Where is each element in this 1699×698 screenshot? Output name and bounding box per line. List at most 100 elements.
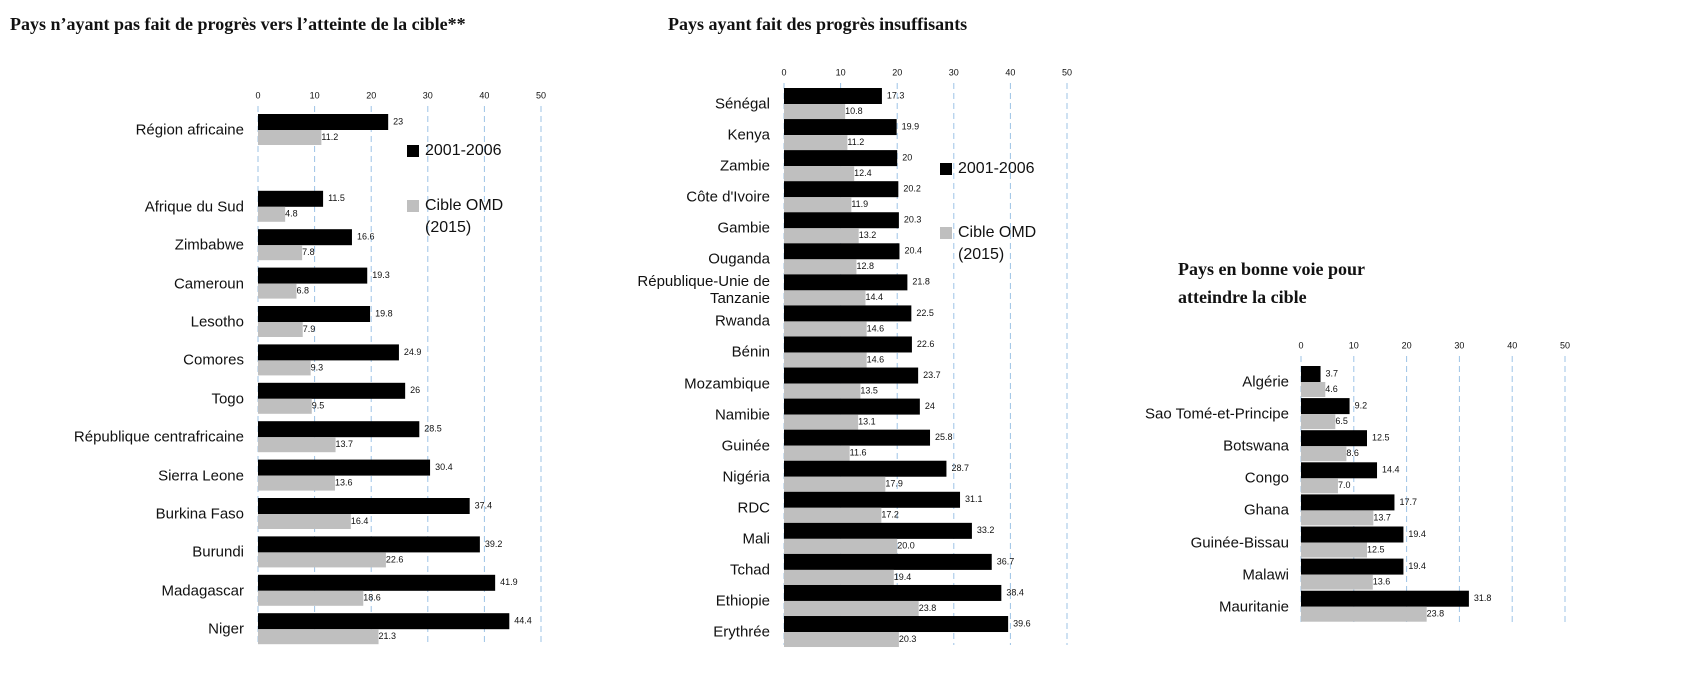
bar — [784, 569, 894, 585]
value-label: 6.5 — [1335, 416, 1348, 426]
value-label: 30.4 — [435, 462, 453, 472]
category-label: Burkina Faso — [155, 505, 244, 523]
x-tick-label: 30 — [423, 90, 433, 100]
bar — [784, 600, 919, 616]
value-label: 21.3 — [379, 631, 397, 641]
bar — [784, 290, 866, 306]
bar — [258, 613, 510, 630]
x-tick-label: 50 — [536, 90, 546, 100]
bar — [258, 114, 389, 130]
bar — [784, 553, 992, 570]
bar — [784, 104, 846, 119]
bar — [784, 274, 908, 291]
value-label: 26 — [410, 385, 420, 395]
category-label: Malawi — [1242, 566, 1289, 584]
value-label: 14.4 — [866, 292, 884, 302]
value-label: 11.2 — [847, 137, 864, 147]
bar — [784, 321, 867, 337]
value-label: 20.0 — [897, 541, 915, 551]
x-tick-label: 40 — [1005, 67, 1015, 77]
category-label: Madagascar — [161, 582, 244, 600]
x-tick-label: 10 — [1349, 340, 1359, 350]
bar — [784, 616, 1009, 633]
bar — [1301, 590, 1469, 607]
legend-label: Cible OMD (2015) — [425, 197, 504, 236]
bar — [784, 150, 898, 167]
value-label: 20.3 — [899, 634, 917, 644]
value-label: 17.3 — [887, 90, 905, 100]
category-label: Ethiopie — [715, 592, 770, 610]
bar — [784, 228, 859, 244]
category-label: Burundi — [192, 543, 244, 561]
value-label: 22.6 — [917, 339, 935, 349]
legend-label: 2001-2006 — [425, 142, 502, 159]
bar — [784, 135, 848, 151]
bar — [258, 229, 352, 246]
category-label: Sao Tomé-et-Principe — [1145, 405, 1289, 423]
value-label: 9.3 — [311, 362, 324, 372]
legend-label: 2001-2006 — [958, 160, 1035, 177]
value-label: 44.4 — [514, 616, 532, 626]
value-label: 11.2 — [321, 132, 338, 142]
bar — [784, 367, 919, 384]
x-tick-label: 50 — [1062, 67, 1072, 77]
bar — [1301, 494, 1395, 511]
bar — [258, 475, 335, 491]
bar — [258, 267, 368, 284]
bar — [1301, 462, 1378, 479]
value-label: 12.5 — [1367, 544, 1385, 554]
bar — [784, 538, 898, 554]
value-label: 37.4 — [475, 500, 493, 510]
value-label: 19.3 — [372, 270, 390, 280]
bar — [784, 429, 931, 446]
bar — [784, 460, 947, 477]
category-label: Togo — [211, 390, 244, 408]
value-label: 14.6 — [867, 354, 885, 364]
chart-title: Pays en bonne voie pour atteindre la cib… — [1178, 259, 1365, 307]
value-label: 17.9 — [885, 479, 903, 489]
bar — [1301, 446, 1347, 462]
value-label: 10.8 — [845, 106, 863, 116]
category-label: Côte d'Ivoire — [686, 188, 770, 206]
value-label: 17.2 — [881, 510, 899, 520]
value-label: 9.5 — [312, 401, 325, 411]
bar — [258, 283, 297, 299]
category-label: République-Unie de Tanzanie — [637, 273, 770, 308]
chart-title: Pays ayant fait des progrès insuffisants — [668, 14, 968, 34]
legend-swatch — [407, 145, 419, 157]
category-label: Gambie — [717, 219, 770, 237]
bar — [1301, 510, 1374, 526]
x-tick-label: 20 — [1402, 340, 1412, 350]
bar — [784, 632, 899, 648]
x-tick-label: 0 — [255, 90, 260, 100]
value-label: 13.7 — [1373, 512, 1391, 522]
value-label: 17.7 — [1399, 497, 1417, 507]
value-label: 24 — [925, 401, 935, 411]
value-label: 13.1 — [858, 416, 876, 426]
value-label: 12.5 — [1372, 433, 1390, 443]
x-tick-label: 30 — [949, 67, 959, 77]
value-label: 41.9 — [500, 577, 518, 587]
bar — [784, 522, 972, 539]
value-label: 33.2 — [977, 525, 995, 535]
bar — [784, 507, 882, 523]
value-label: 22.5 — [916, 308, 934, 318]
category-label: Botswana — [1223, 437, 1289, 455]
chart-title: Pays n’ayant pas fait de progrès vers l’… — [10, 14, 466, 34]
value-label: 13.2 — [859, 230, 877, 240]
bar — [1301, 366, 1321, 382]
x-tick-label: 0 — [781, 67, 786, 77]
bar — [784, 212, 899, 229]
category-label: Lesotho — [190, 313, 244, 331]
value-label: 38.4 — [1006, 587, 1024, 597]
category-label: RDC — [737, 499, 771, 517]
value-label: 23 — [393, 116, 403, 126]
value-label: 16.6 — [357, 232, 375, 242]
value-label: 14.6 — [867, 323, 885, 333]
bar — [1301, 542, 1367, 558]
bar — [784, 243, 900, 260]
category-label: Namibie — [714, 406, 770, 424]
bar — [258, 360, 311, 376]
value-label: 21.8 — [912, 277, 930, 287]
bar — [258, 552, 386, 568]
